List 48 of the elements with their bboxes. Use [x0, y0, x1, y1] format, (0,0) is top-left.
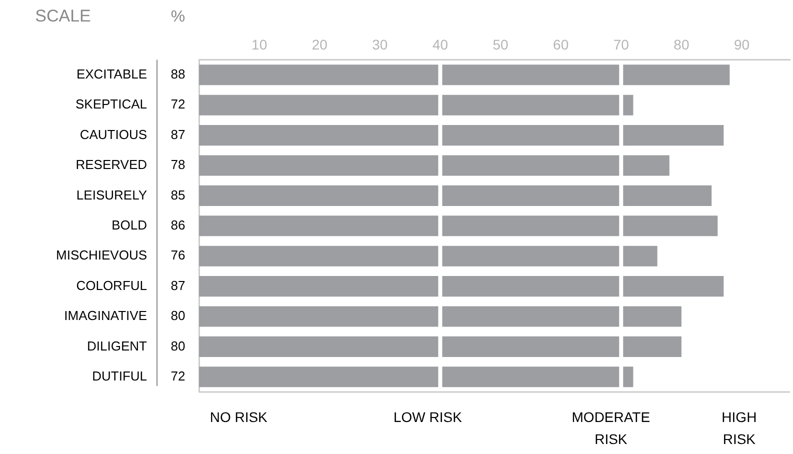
data-label: 72	[170, 96, 186, 112]
x-tick-label: 10	[252, 36, 268, 52]
x-tick-label: 70	[613, 36, 630, 52]
bar	[199, 94, 634, 116]
bar	[199, 366, 634, 388]
text: HIGH RISK	[722, 408, 757, 447]
y-tick-label: COLORFUL	[76, 278, 148, 293]
y-tick-label: RESERVED	[76, 157, 148, 172]
text: %	[170, 8, 186, 26]
bar	[199, 276, 724, 297]
bar	[199, 336, 682, 357]
data-label: 85	[170, 187, 186, 202]
x-tick-label: 20	[312, 36, 328, 52]
bar	[199, 216, 718, 236]
y-tick-label: MISCHIEVOUS	[56, 248, 148, 263]
x-tick-label: 30	[372, 36, 388, 52]
bar	[199, 155, 670, 176]
bar	[199, 64, 730, 86]
y-tick-label: DILIGENT	[87, 338, 148, 354]
data-label: 76	[170, 248, 186, 263]
y-tick-label: SKEPTICAL	[75, 96, 148, 112]
y-tick-label: EXCITABLE	[76, 66, 148, 82]
y-tick-label: CAUTIOUS	[80, 126, 148, 142]
text: NO RISK	[210, 408, 268, 425]
y-tick-label: BOLD	[112, 217, 148, 232]
data-label: 78	[170, 157, 186, 172]
x-tick-label: 60	[553, 36, 569, 52]
y-tick-label: LEISURELY	[76, 187, 148, 202]
data-label: 88	[170, 66, 186, 82]
y-axis-title: SCALE	[35, 6, 91, 26]
data-label: 80	[170, 338, 186, 354]
text: LOW RISK	[393, 408, 463, 425]
data-label: 80	[170, 308, 186, 324]
x-tick-label: 90	[734, 36, 750, 52]
bar	[199, 246, 658, 266]
x-tick-label: 50	[492, 36, 509, 52]
bar	[199, 125, 724, 146]
data-label: 72	[170, 368, 186, 384]
x-tick-label: 80	[674, 36, 690, 52]
text: MODERATE RISK	[572, 408, 650, 447]
data-label: 86	[170, 217, 186, 232]
data-label: 87	[170, 126, 186, 142]
x-tick-label: 40	[432, 36, 448, 52]
bar	[199, 306, 682, 327]
y-tick-label: DUTIFUL	[92, 368, 148, 384]
y-tick-label: IMAGINATIVE	[64, 308, 148, 324]
data-label: 87	[170, 278, 186, 293]
bar	[199, 185, 712, 206]
